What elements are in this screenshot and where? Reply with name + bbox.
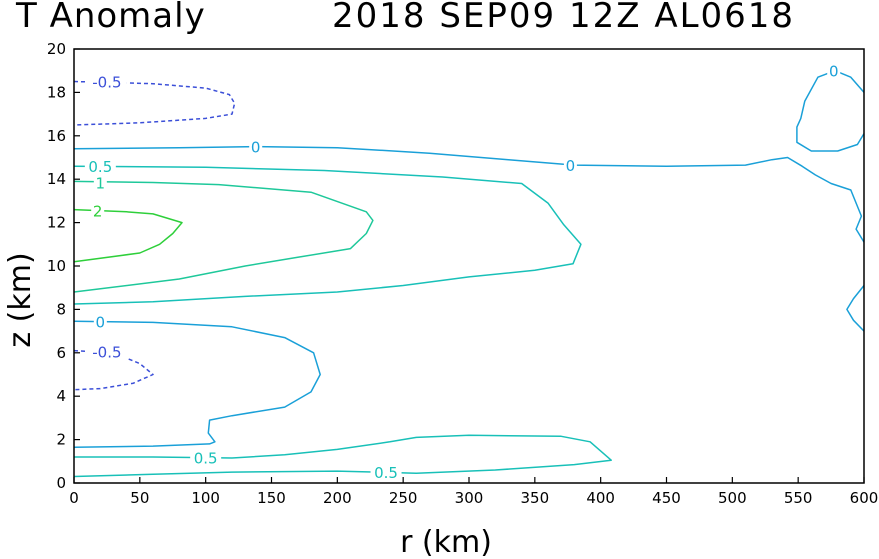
contour-line-level-0-1 [73, 145, 865, 243]
x-tick-label: 550 [784, 489, 813, 507]
y-tick-label: 4 [56, 387, 66, 405]
contour-label-bg [93, 313, 107, 330]
y-tick-label: 0 [56, 474, 66, 492]
contour-label-bg [86, 343, 127, 360]
y-axis-label: z (km) [3, 252, 38, 347]
contour-label-6: 2 [93, 203, 103, 221]
x-tick-label: 150 [257, 489, 286, 507]
y-tick-label: 12 [47, 214, 66, 232]
contour-label-bg [370, 464, 402, 481]
contour-line-level-0-3 [846, 285, 865, 332]
contour-label-bg [190, 449, 222, 466]
x-tick-label: 350 [521, 489, 550, 507]
contour-line-level-0-2 [796, 69, 865, 152]
contour-label-2: 0 [566, 157, 576, 175]
chart-title-left: T Anomaly [16, 0, 206, 36]
contour-label-bg [827, 62, 841, 79]
contour-label-4: 0.5 [88, 158, 112, 176]
x-tick-label: 500 [718, 489, 747, 507]
contour-line-level-0p5-5 [73, 165, 582, 305]
contour-label-0: -0.5 [92, 74, 121, 92]
contour-label-bg [86, 73, 127, 90]
y-tick-label: 8 [56, 300, 66, 318]
chart-title-right: 2018 SEP09 12Z AL0618 [332, 0, 796, 36]
x-tick-label: 400 [586, 489, 615, 507]
x-tick-label: 600 [850, 489, 879, 507]
y-tick-label: 18 [47, 83, 66, 101]
y-tick-label: 2 [56, 431, 66, 449]
contour-label-5: 1 [96, 174, 106, 192]
contour-label-3: 0 [829, 63, 839, 81]
contour-line-level-neg0p5-0 [73, 80, 236, 126]
contour-line-level-2-8 [73, 208, 183, 263]
x-tick-label: 50 [130, 489, 149, 507]
contour-lines [73, 69, 865, 478]
contour-line-level-neg0p5-extra-0 [73, 349, 154, 391]
x-tick-label: 100 [191, 489, 220, 507]
x-tick-label: 250 [389, 489, 418, 507]
contour-label-bg [84, 158, 116, 175]
x-tick-label: 200 [323, 489, 352, 507]
x-tick-label: 450 [652, 489, 681, 507]
x-axis-label: r (km) [400, 525, 492, 559]
y-tick-label: 20 [47, 40, 66, 58]
y-tick-label: 10 [47, 257, 66, 275]
contour-line-level-1-7 [73, 180, 374, 293]
contour-label-1: 0 [251, 139, 261, 157]
x-axis-ticks: 0 50 100 150 200 250 300 350 400 450 500 550 600 [69, 477, 878, 507]
y-tick-label: 6 [56, 344, 66, 362]
x-tick-label: 0 [69, 489, 79, 507]
y-tick-label: 16 [47, 127, 66, 145]
contour-label-9: 0.5 [194, 450, 218, 468]
y-axis-ticks: 0 2 4 6 8 10 12 14 16 18 20 [47, 40, 80, 492]
contour-label-8: -0.5 [92, 344, 121, 362]
contour-label-bg [91, 202, 105, 219]
contour-line-level-0-4 [73, 320, 321, 448]
contour-label-bg [93, 174, 107, 191]
x-tick-label: 300 [455, 489, 484, 507]
plot-frame [73, 48, 865, 484]
contour-label-7: 0 [96, 313, 106, 331]
contour-label-10: 0.5 [374, 464, 398, 482]
contour-label-bg [563, 157, 577, 174]
contour-label-bg [249, 138, 263, 155]
contour-line-level-0p5-6 [73, 434, 612, 478]
y-tick-label: 14 [47, 170, 66, 188]
